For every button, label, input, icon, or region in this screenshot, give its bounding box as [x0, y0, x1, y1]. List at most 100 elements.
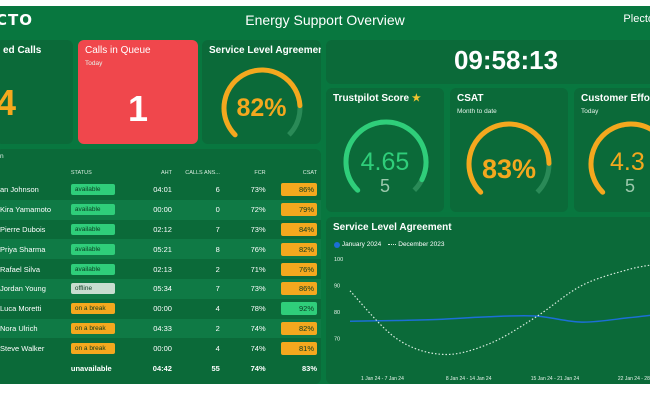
status-cell: on a break: [67, 338, 134, 358]
table-row[interactable]: Jordan Young offline 05:34 7 73% 86%: [0, 278, 321, 299]
top-bar: CTO Energy Support Overview Plecto: [0, 6, 650, 34]
agent-name: Steve Walker: [0, 343, 45, 353]
table-row[interactable]: Nora Ulrich on a break 04:33 2 74% 82%: [0, 318, 321, 339]
status-badge: on a break: [70, 322, 115, 334]
agent-name: Luca Moretti: [0, 304, 42, 314]
y-tick-label: 80: [334, 310, 340, 316]
calls-answered-cell: 8: [175, 239, 224, 260]
legend-swatch-december-2023: [388, 244, 397, 245]
y-tick-label: 70: [334, 337, 340, 343]
status-cell: available: [66, 239, 134, 260]
aht-cell: 04:01: [153, 185, 172, 195]
fcr-cell: 71%: [250, 264, 266, 274]
trustpilot-value: 4.65: [360, 148, 410, 176]
agent-name: Kira Yamamoto: [0, 199, 67, 220]
star-icon: ★: [411, 93, 421, 104]
csat-badge: 86%: [281, 183, 317, 197]
status-badge: available: [70, 243, 115, 255]
table-row[interactable]: Kira Yamamoto available 00:00 0 72% 79%: [0, 199, 321, 220]
aht-cell: 02:12: [153, 224, 172, 234]
sla-chart-panel: Service Level Agreement January 2024 Dec…: [326, 217, 650, 384]
legend-label-january-2024: January 2024: [341, 241, 382, 248]
fcr-cell: 78%: [250, 304, 266, 314]
table-totals-row: unavailable 04:42 55 74% 83%: [0, 358, 321, 378]
csat-badge: 92%: [281, 302, 317, 316]
totals-aht: 04:42: [152, 363, 172, 373]
gauge-fill: [221, 67, 303, 138]
status-cell: available: [67, 180, 134, 200]
status-cell: available: [67, 220, 134, 240]
column-header: [0, 166, 67, 180]
customer-effort-gauge: [588, 121, 650, 195]
csat-cell: 76%: [270, 259, 321, 279]
legend-label-december-2023: December 2023: [398, 241, 445, 248]
series-line-january-2024: [349, 314, 650, 323]
series-line-december-2023: [349, 264, 650, 356]
agent-name: Priya Sharma: [0, 239, 67, 260]
fcr-cell: 72%: [223, 199, 270, 220]
fcr-cell: 73%: [250, 185, 266, 195]
x-tick-label: 8 Jan 24 - 14 Jan 24: [446, 376, 492, 382]
aht-cell: 04:33: [133, 318, 176, 339]
calls-answered-cell: 4: [215, 304, 220, 314]
fcr-cell: 76%: [223, 239, 270, 260]
column-header: CALLS ANS...: [185, 170, 220, 176]
csat-gauge: [466, 121, 552, 195]
fcr-cell: 74%: [250, 343, 266, 353]
table-row[interactable]: Luca Moretti on a break 00:00 4 78% 92%: [0, 299, 321, 319]
aht-cell: 05:21: [133, 239, 176, 260]
column-header: FCR: [254, 170, 266, 176]
calls-answered-cell: 7: [175, 278, 224, 299]
sla-value: 82%: [236, 94, 287, 122]
calls-answered-cell: 0: [175, 199, 224, 220]
table-row[interactable]: an Johnson available 04:01 6 73% 86%: [0, 180, 321, 200]
status-badge: available: [70, 184, 115, 196]
csat-cell: 86%: [270, 180, 321, 200]
trustpilot-tile: Trustpilot Score ★ 4.65 5: [326, 88, 444, 212]
customer-effort-value: 4.3: [610, 148, 645, 176]
customer-effort-tile: Customer Effort S Today 4.3 5: [574, 88, 650, 212]
panel-label: n: [0, 153, 4, 160]
table-row[interactable]: Priya Sharma available 05:21 8 76% 82%: [0, 239, 321, 260]
clock-time: 09:58:13: [453, 45, 559, 75]
agent-name: Rafael Silva: [0, 264, 41, 274]
totals-csat: 83%: [301, 363, 317, 373]
totals-status: unavailable: [70, 363, 112, 373]
aht-cell: 05:34: [133, 278, 176, 299]
status-cell: available: [67, 259, 134, 279]
column-header: CSAT: [302, 170, 317, 176]
csat-value: 83%: [481, 154, 537, 184]
logo: CTO: [0, 11, 33, 29]
chart-legend: January 2024 December 2023: [334, 241, 445, 248]
fcr-cell: 73%: [223, 278, 270, 299]
dashboard-frame: CTO Energy Support Overview Plecto ed Ca…: [0, 6, 650, 384]
aht-cell: 02:13: [153, 264, 172, 274]
csat-tile: CSAT Month to date 83%: [450, 88, 568, 212]
csat-cell: 92%: [270, 299, 321, 319]
status-cell: on a break: [66, 318, 134, 339]
calls-in-queue-value: 1: [127, 88, 149, 129]
agents-table-panel: n STATUS AHT CALLS ANS... FCR CSAT an Jo…: [0, 149, 321, 384]
csat-badge: 82%: [281, 242, 317, 256]
table-row[interactable]: Rafael Silva available 02:13 2 71% 76%: [0, 259, 321, 279]
status-cell: on a break: [67, 299, 134, 319]
y-tick-label: 90: [334, 284, 340, 290]
tile-subtitle: Today: [581, 108, 599, 115]
aht-cell: 00:00: [153, 304, 172, 314]
csat-cell: 82%: [269, 318, 321, 339]
csat-cell: 79%: [269, 199, 321, 220]
agent-name: Pierre Dubois: [0, 224, 46, 234]
x-tick-label: 1 Jan 24 - 7 Jan 24: [361, 376, 404, 382]
table-row[interactable]: Steve Walker on a break 00:00 4 74% 81%: [0, 338, 321, 358]
tile-title: Trustpilot Score ★: [333, 93, 421, 104]
agent-name: Nora Ulrich: [0, 318, 67, 339]
x-tick-label: 22 Jan 24 - 28 Jan 24: [618, 376, 650, 382]
calls-answered-cell: 2: [215, 264, 220, 274]
tile-title: Calls in Queue: [85, 45, 151, 56]
csat-cell: 84%: [270, 220, 321, 240]
gauge-fill: [343, 119, 429, 193]
table-row[interactable]: Pierre Dubois available 02:12 7 73% 84%: [0, 220, 321, 240]
column-header: AHT: [160, 170, 172, 176]
status-cell: offline: [66, 278, 134, 299]
answered-calls-value: 4: [0, 82, 17, 123]
